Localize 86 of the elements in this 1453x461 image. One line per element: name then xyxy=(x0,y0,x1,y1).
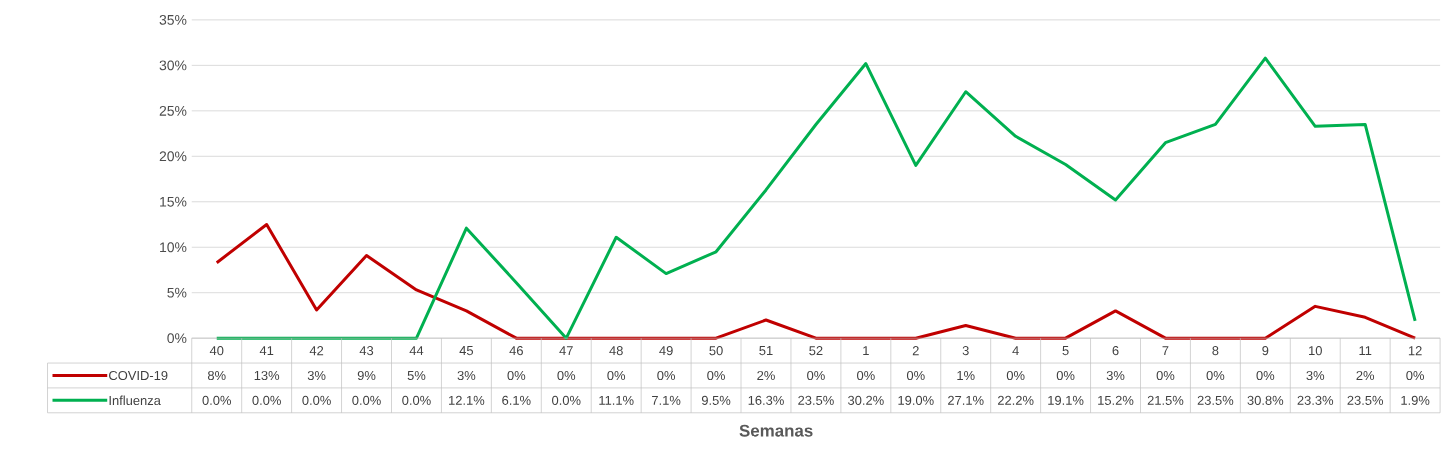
data-label: 0% xyxy=(1406,371,1425,381)
data-label: 0% xyxy=(1256,371,1275,381)
data-label: 22.2% xyxy=(997,396,1034,406)
data-label: 11.1% xyxy=(599,396,634,406)
y-tick-label: 10% xyxy=(160,242,187,253)
x-tick-label: 40 xyxy=(209,346,224,356)
data-label: 23.5% xyxy=(798,396,834,406)
data-label: 30.8% xyxy=(1247,396,1284,406)
x-tick-label: 1 xyxy=(863,346,869,356)
x-tick-label: 11 xyxy=(1359,346,1372,356)
data-label: 0% xyxy=(1206,371,1225,381)
x-tick-label: 5 xyxy=(1062,346,1069,356)
data-label: 0% xyxy=(707,371,725,381)
x-tick-label: 12 xyxy=(1408,346,1422,356)
data-label: 3% xyxy=(1106,371,1125,381)
data-label: 30.2% xyxy=(848,396,884,406)
y-tick-label: 20% xyxy=(159,151,187,162)
y-tick-label: 35% xyxy=(159,15,187,26)
y-tick-label: 25% xyxy=(159,106,187,116)
y-tick-label: 30% xyxy=(159,60,187,71)
data-label: 0% xyxy=(857,371,875,381)
x-tick-label: 51 xyxy=(759,346,773,356)
data-label: 0.0% xyxy=(252,396,281,406)
data-label: 0% xyxy=(557,371,576,381)
x-tick-label: 6 xyxy=(1112,346,1119,356)
data-label: 0.0% xyxy=(202,396,232,406)
x-tick-label: 46 xyxy=(509,346,523,356)
x-tick-label: 3 xyxy=(962,346,969,356)
data-label: 21.5% xyxy=(1147,396,1184,406)
x-tick-label: 10 xyxy=(1309,346,1322,356)
x-tick-label: 41 xyxy=(259,346,274,356)
data-label: 5% xyxy=(407,371,426,381)
data-label: 23.5% xyxy=(1197,396,1234,406)
data-label: 9.5% xyxy=(701,396,731,406)
data-label: 1.9% xyxy=(1401,396,1430,406)
data-label: 2% xyxy=(757,371,775,381)
x-tick-label: 48 xyxy=(609,346,623,356)
data-label: 19.1% xyxy=(1048,396,1084,406)
y-tick-label: 5% xyxy=(167,288,187,298)
data-label: 0% xyxy=(607,371,626,381)
data-label: 27.1% xyxy=(948,396,984,406)
x-tick-label: 45 xyxy=(459,346,474,356)
x-tick-label: 7 xyxy=(1162,346,1169,356)
data-label: 0% xyxy=(507,371,526,381)
x-tick-label: 9 xyxy=(1262,346,1269,356)
data-label: 19.0% xyxy=(898,396,934,406)
x-tick-label: 4 xyxy=(1012,346,1019,356)
legend-label: COVID-19 xyxy=(109,371,168,381)
x-axis-title: Semanas xyxy=(739,424,813,437)
x-tick-label: 8 xyxy=(1212,346,1219,356)
data-label: 23.3% xyxy=(1297,396,1334,406)
data-label: 3% xyxy=(1306,371,1325,381)
x-tick-label: 49 xyxy=(659,346,673,356)
data-label: 0% xyxy=(657,371,676,381)
data-label: 13% xyxy=(254,371,280,381)
data-label: 23.5% xyxy=(1347,396,1384,406)
y-tick-label: 15% xyxy=(160,197,187,207)
data-label: 0.0% xyxy=(352,396,381,406)
data-label: 0.0% xyxy=(302,396,331,406)
data-label: 15.2% xyxy=(1098,396,1134,406)
data-label: 9% xyxy=(357,371,376,381)
data-label: 0.0% xyxy=(552,396,581,406)
data-label: 3% xyxy=(457,371,476,381)
data-label: 0% xyxy=(1056,371,1075,381)
y-tick-label: 0% xyxy=(167,333,187,344)
data-label: 8% xyxy=(207,371,226,381)
data-label: 12.1% xyxy=(449,396,485,406)
legend-label: Influenza xyxy=(109,395,161,406)
x-tick-label: 44 xyxy=(409,346,424,356)
x-tick-label: 52 xyxy=(809,346,823,356)
x-tick-label: 50 xyxy=(709,346,723,356)
x-tick-label: 42 xyxy=(309,346,324,356)
data-label: 0% xyxy=(1156,371,1175,381)
data-label: 7.1% xyxy=(652,396,681,406)
data-label: 0% xyxy=(906,371,925,381)
data-label: 0.0% xyxy=(402,396,431,406)
data-label: 2% xyxy=(1356,371,1375,381)
data-label: 0% xyxy=(1006,371,1025,381)
data-label: 6.1% xyxy=(502,396,531,406)
data-label: 0% xyxy=(807,371,825,381)
data-label: 1% xyxy=(957,371,975,381)
x-tick-label: 2 xyxy=(912,346,919,356)
x-tick-label: 43 xyxy=(359,346,374,356)
x-tick-label: 47 xyxy=(559,346,573,356)
data-label: 16.3% xyxy=(748,396,784,406)
data-label: 3% xyxy=(307,371,326,381)
